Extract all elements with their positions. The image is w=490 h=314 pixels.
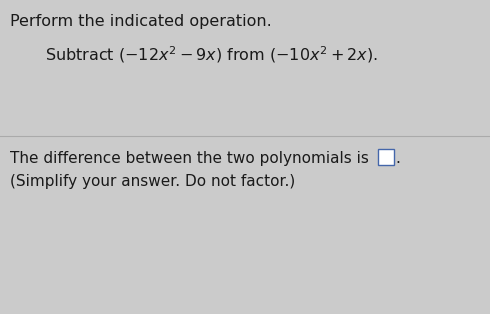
Text: The difference between the two polynomials is: The difference between the two polynomia… bbox=[10, 151, 369, 166]
Text: Subtract $(-12x^2-9x)$ from $(-10x^2+2x).$: Subtract $(-12x^2-9x)$ from $(-10x^2+2x)… bbox=[45, 44, 378, 65]
Text: Perform the indicated operation.: Perform the indicated operation. bbox=[10, 14, 272, 29]
Text: (Simplify your answer. Do not factor.): (Simplify your answer. Do not factor.) bbox=[10, 174, 295, 189]
Bar bbox=[378, 149, 394, 165]
Text: .: . bbox=[395, 151, 400, 166]
